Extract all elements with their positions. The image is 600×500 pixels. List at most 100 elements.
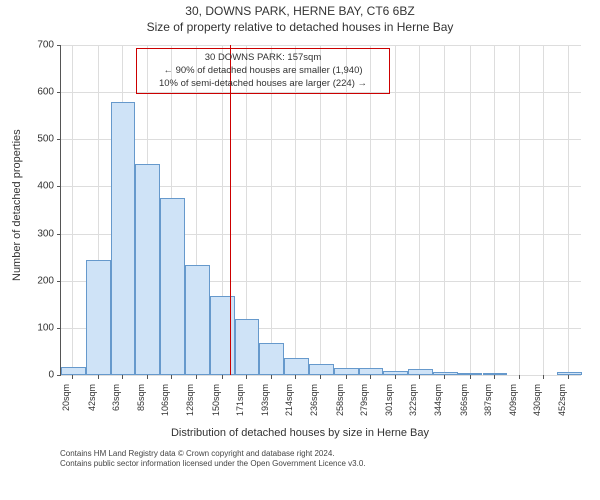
x-tick xyxy=(370,375,371,379)
histogram-bar xyxy=(433,372,458,375)
x-axis-title: Distribution of detached houses by size … xyxy=(0,427,600,439)
y-tick xyxy=(57,281,61,282)
x-tick-label: 409sqm xyxy=(508,384,518,424)
histogram-bar xyxy=(359,368,384,375)
x-tick-label: 366sqm xyxy=(459,384,469,424)
x-tick xyxy=(72,375,73,379)
histogram-bar xyxy=(309,364,334,375)
x-tick-label: 20sqm xyxy=(61,384,71,424)
gridline-v xyxy=(444,45,445,375)
y-tick-label: 500 xyxy=(37,134,54,145)
x-tick xyxy=(395,375,396,379)
x-tick xyxy=(419,375,420,379)
y-tick xyxy=(57,186,61,187)
annotation-line1: 30 DOWNS PARK: 157sqm xyxy=(143,52,383,65)
y-tick-label: 0 xyxy=(48,370,54,381)
plot-area: 30 DOWNS PARK: 157sqm ← 90% of detached … xyxy=(60,45,581,376)
x-tick-label: 387sqm xyxy=(483,384,493,424)
x-tick xyxy=(470,375,471,379)
credit-line-2: Contains public sector information licen… xyxy=(60,459,366,469)
x-tick xyxy=(196,375,197,379)
y-tick xyxy=(57,328,61,329)
y-tick-label: 700 xyxy=(37,40,54,51)
x-tick-label: 63sqm xyxy=(111,384,121,424)
histogram-bar xyxy=(210,296,235,375)
gridline-v xyxy=(543,45,544,375)
x-tick-label: 42sqm xyxy=(87,384,97,424)
y-tick xyxy=(57,92,61,93)
x-tick-label: 193sqm xyxy=(260,384,270,424)
gridline-v xyxy=(72,45,73,375)
reference-line xyxy=(230,45,231,375)
y-tick xyxy=(57,139,61,140)
annotation-line2: ← 90% of detached houses are smaller (1,… xyxy=(143,65,383,78)
chart-container: 30, DOWNS PARK, HERNE BAY, CT6 6BZ Size … xyxy=(0,0,600,500)
x-tick-label: 214sqm xyxy=(284,384,294,424)
x-tick-label: 106sqm xyxy=(160,384,170,424)
x-tick xyxy=(519,375,520,379)
histogram-bar xyxy=(284,358,309,375)
gridline-v xyxy=(295,45,296,375)
gridline-v xyxy=(346,45,347,375)
x-tick xyxy=(346,375,347,379)
y-tick xyxy=(57,45,61,46)
x-tick xyxy=(295,375,296,379)
x-tick-label: 128sqm xyxy=(185,384,195,424)
histogram-bar xyxy=(334,368,359,375)
gridline-v xyxy=(470,45,471,375)
histogram-bar xyxy=(61,367,86,375)
x-tick-label: 344sqm xyxy=(433,384,443,424)
x-tick-label: 430sqm xyxy=(532,384,542,424)
gridline-v xyxy=(494,45,495,375)
histogram-bar xyxy=(185,265,210,375)
histogram-bar xyxy=(557,372,582,375)
x-tick-label: 258sqm xyxy=(335,384,345,424)
x-tick-label: 150sqm xyxy=(211,384,221,424)
histogram-bar xyxy=(135,164,160,375)
histogram-bar xyxy=(235,319,260,375)
x-tick-label: 236sqm xyxy=(309,384,319,424)
y-tick-label: 100 xyxy=(37,322,54,333)
x-tick xyxy=(98,375,99,379)
histogram-bar xyxy=(86,260,111,376)
x-tick xyxy=(171,375,172,379)
histogram-bar xyxy=(111,102,136,375)
x-tick xyxy=(271,375,272,379)
gridline-v xyxy=(568,45,569,375)
x-tick xyxy=(568,375,569,379)
histogram-bar xyxy=(259,343,284,375)
x-tick xyxy=(222,375,223,379)
x-tick-label: 452sqm xyxy=(557,384,567,424)
x-tick xyxy=(122,375,123,379)
x-tick xyxy=(246,375,247,379)
gridline-v xyxy=(395,45,396,375)
y-tick-label: 400 xyxy=(37,181,54,192)
title-subtitle: Size of property relative to detached ho… xyxy=(0,20,600,34)
annotation-box: 30 DOWNS PARK: 157sqm ← 90% of detached … xyxy=(136,48,390,94)
gridline-v xyxy=(370,45,371,375)
x-tick-label: 279sqm xyxy=(359,384,369,424)
y-axis-labels: 0100200300400500600700 xyxy=(0,45,58,375)
title-address: 30, DOWNS PARK, HERNE BAY, CT6 6BZ xyxy=(0,4,600,18)
x-tick xyxy=(543,375,544,379)
histogram-bar xyxy=(160,198,185,375)
gridline-v xyxy=(519,45,520,375)
x-tick-label: 301sqm xyxy=(384,384,394,424)
x-tick-label: 322sqm xyxy=(408,384,418,424)
credits-block: Contains HM Land Registry data © Crown c… xyxy=(60,449,366,469)
gridline-v xyxy=(419,45,420,375)
annotation-line3: 10% of semi-detached houses are larger (… xyxy=(143,78,383,91)
y-tick-label: 600 xyxy=(37,87,54,98)
gridline-v xyxy=(320,45,321,375)
x-tick-label: 171sqm xyxy=(235,384,245,424)
histogram-bar xyxy=(408,369,433,375)
gridline-v xyxy=(271,45,272,375)
x-tick xyxy=(320,375,321,379)
x-tick xyxy=(494,375,495,379)
y-tick-label: 300 xyxy=(37,228,54,239)
x-tick xyxy=(147,375,148,379)
x-tick xyxy=(444,375,445,379)
histogram-bar xyxy=(383,371,408,375)
histogram-bar xyxy=(458,373,483,375)
x-tick-label: 85sqm xyxy=(136,384,146,424)
